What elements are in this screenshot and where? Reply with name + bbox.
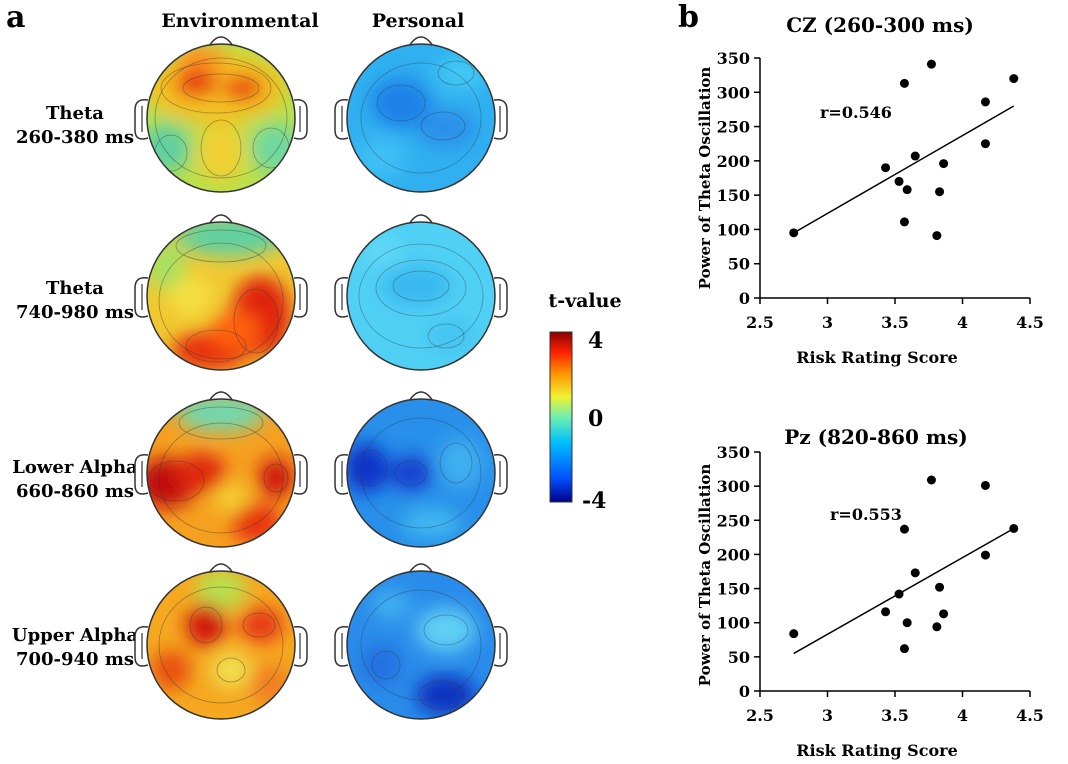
- data-point: [894, 176, 904, 186]
- column-header-personal: Personal: [371, 10, 465, 32]
- y-axis-label: Power of Theta Oscillation: [696, 67, 714, 290]
- x-tick-label: 4.5: [1016, 313, 1044, 332]
- data-point: [1009, 523, 1019, 533]
- topomap-personal-theta-late: [334, 214, 508, 371]
- data-point: [899, 644, 909, 654]
- data-point: [789, 629, 799, 639]
- colorbar-gradient: [549, 331, 573, 503]
- topomap-environmental-upper-alpha: [134, 563, 308, 720]
- y-tick-label: 0: [739, 289, 750, 308]
- x-tick-label: 4.5: [1016, 706, 1044, 725]
- row-label-band: Upper Alpha: [11, 625, 139, 646]
- y-tick-label: 50: [728, 648, 750, 667]
- data-point: [980, 480, 990, 490]
- topomap-environmental-lower-alpha: [134, 391, 308, 548]
- y-tick-label: 100: [717, 614, 750, 633]
- data-point: [980, 550, 990, 560]
- y-tick-label: 350: [717, 49, 750, 68]
- y-tick-label: 0: [739, 682, 750, 701]
- x-axis-label: Risk Rating Score: [796, 348, 958, 367]
- row-label-window: 700-940 ms: [15, 649, 135, 670]
- colorbar-max-label: 4: [588, 328, 603, 354]
- chart-title: CZ (260-300 ms): [786, 13, 974, 37]
- correlation-annotation: r=0.553: [830, 505, 902, 524]
- data-point: [980, 97, 990, 107]
- x-tick-label: 3.5: [881, 706, 909, 725]
- x-tick-label: 3.5: [881, 313, 909, 332]
- y-tick-label: 300: [717, 477, 750, 496]
- scatter-chart-pz: Pz (820-860 ms) Power of Theta Oscillati…: [696, 425, 1044, 760]
- data-point: [926, 475, 936, 485]
- topomap-personal-upper-alpha: [334, 563, 508, 720]
- y-tick-label: 150: [717, 186, 750, 205]
- y-tick-label: 250: [717, 118, 750, 137]
- topomap-grid: [134, 36, 508, 720]
- data-point: [935, 187, 945, 197]
- row-label-band: Theta: [46, 278, 104, 299]
- y-tick-label: 250: [717, 511, 750, 530]
- chart-title: Pz (820-860 ms): [784, 425, 967, 449]
- row-label-band: Lower Alpha: [12, 457, 138, 478]
- y-tick-label: 50: [728, 255, 750, 274]
- data-point: [881, 607, 891, 617]
- data-point: [939, 159, 949, 169]
- data-point: [910, 568, 920, 578]
- correlation-annotation: r=0.546: [820, 103, 892, 122]
- data-point: [935, 582, 945, 592]
- data-point: [926, 59, 936, 69]
- data-point: [894, 589, 904, 599]
- y-tick-label: 150: [717, 580, 750, 599]
- y-tick-label: 200: [717, 545, 750, 564]
- x-tick-label: 3: [822, 313, 833, 332]
- topomap-personal-lower-alpha: [334, 391, 508, 548]
- data-point: [789, 228, 799, 238]
- colorbar-title: t-value: [548, 290, 622, 312]
- data-point: [932, 622, 942, 632]
- y-tick-label: 350: [717, 443, 750, 462]
- row-label-band: Theta: [46, 103, 104, 124]
- data-point: [881, 163, 891, 173]
- panel-b-letter: b: [678, 0, 699, 35]
- data-point: [899, 524, 909, 534]
- y-tick-label: 100: [717, 220, 750, 239]
- scatter-chart-cz: CZ (260-300 ms) Power of Theta Oscillati…: [696, 13, 1044, 367]
- row-label-3: Lower Alpha 660-860 ms: [0, 456, 150, 504]
- x-axis-label: Risk Rating Score: [796, 741, 958, 760]
- row-label-4: Upper Alpha 700-940 ms: [0, 624, 150, 672]
- x-tick-label: 2.5: [746, 706, 774, 725]
- topomap-environmental-theta-early: [134, 36, 308, 193]
- data-point: [939, 609, 949, 619]
- x-tick-label: 3: [822, 706, 833, 725]
- regression-line: [793, 105, 1015, 234]
- data-point: [902, 618, 912, 628]
- row-label-1: Theta 260-380 ms: [0, 102, 150, 150]
- data-point: [980, 139, 990, 149]
- data-point: [902, 185, 912, 195]
- data-point: [910, 151, 920, 161]
- y-tick-label: 300: [717, 83, 750, 102]
- topomap-personal-theta-early: [334, 36, 508, 193]
- data-point: [899, 78, 909, 88]
- data-point: [1009, 74, 1019, 84]
- data-point: [899, 217, 909, 227]
- row-label-window: 740-980 ms: [15, 302, 135, 323]
- y-axis-label: Power of Theta Oscillation: [696, 464, 714, 687]
- x-tick-label: 4: [957, 313, 968, 332]
- panel-a-letter: a: [6, 0, 26, 35]
- y-tick-label: 200: [717, 152, 750, 171]
- colorbar: 4 0 -4: [549, 328, 606, 514]
- row-label-window: 260-380 ms: [15, 127, 135, 148]
- regression-line: [793, 527, 1015, 655]
- colorbar-min-label: -4: [582, 488, 606, 514]
- topomap-environmental-theta-late: [134, 214, 308, 371]
- row-label-window: 660-860 ms: [15, 481, 135, 502]
- colorbar-mid-label: 0: [588, 406, 603, 432]
- row-label-2: Theta 740-980 ms: [0, 277, 150, 325]
- x-tick-label: 4: [957, 706, 968, 725]
- data-point: [932, 231, 942, 241]
- column-header-environmental: Environmental: [161, 10, 319, 32]
- x-tick-label: 2.5: [746, 313, 774, 332]
